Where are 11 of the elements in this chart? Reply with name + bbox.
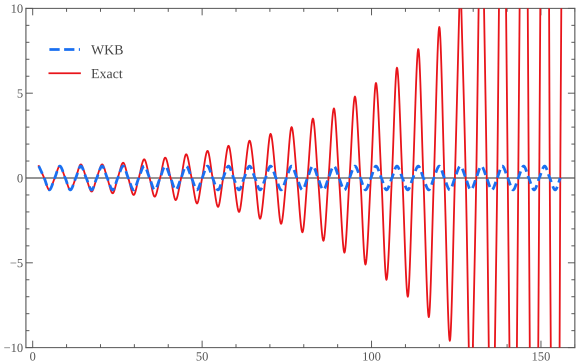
legend-label: WKB xyxy=(91,45,123,55)
y-tick-label: −10 xyxy=(4,344,23,352)
y-tick-label: 0 xyxy=(17,174,23,182)
x-tick-label: 50 xyxy=(196,352,208,361)
x-tick-label: 150 xyxy=(532,352,550,361)
x-tick-label: 0 xyxy=(30,352,36,361)
x-tick-label: 100 xyxy=(363,352,380,361)
y-tick-label: 10 xyxy=(12,4,23,13)
y-tick-label: 5 xyxy=(18,89,23,98)
y-tick-label: −5 xyxy=(10,258,23,268)
legend-label: Exact xyxy=(91,69,123,78)
